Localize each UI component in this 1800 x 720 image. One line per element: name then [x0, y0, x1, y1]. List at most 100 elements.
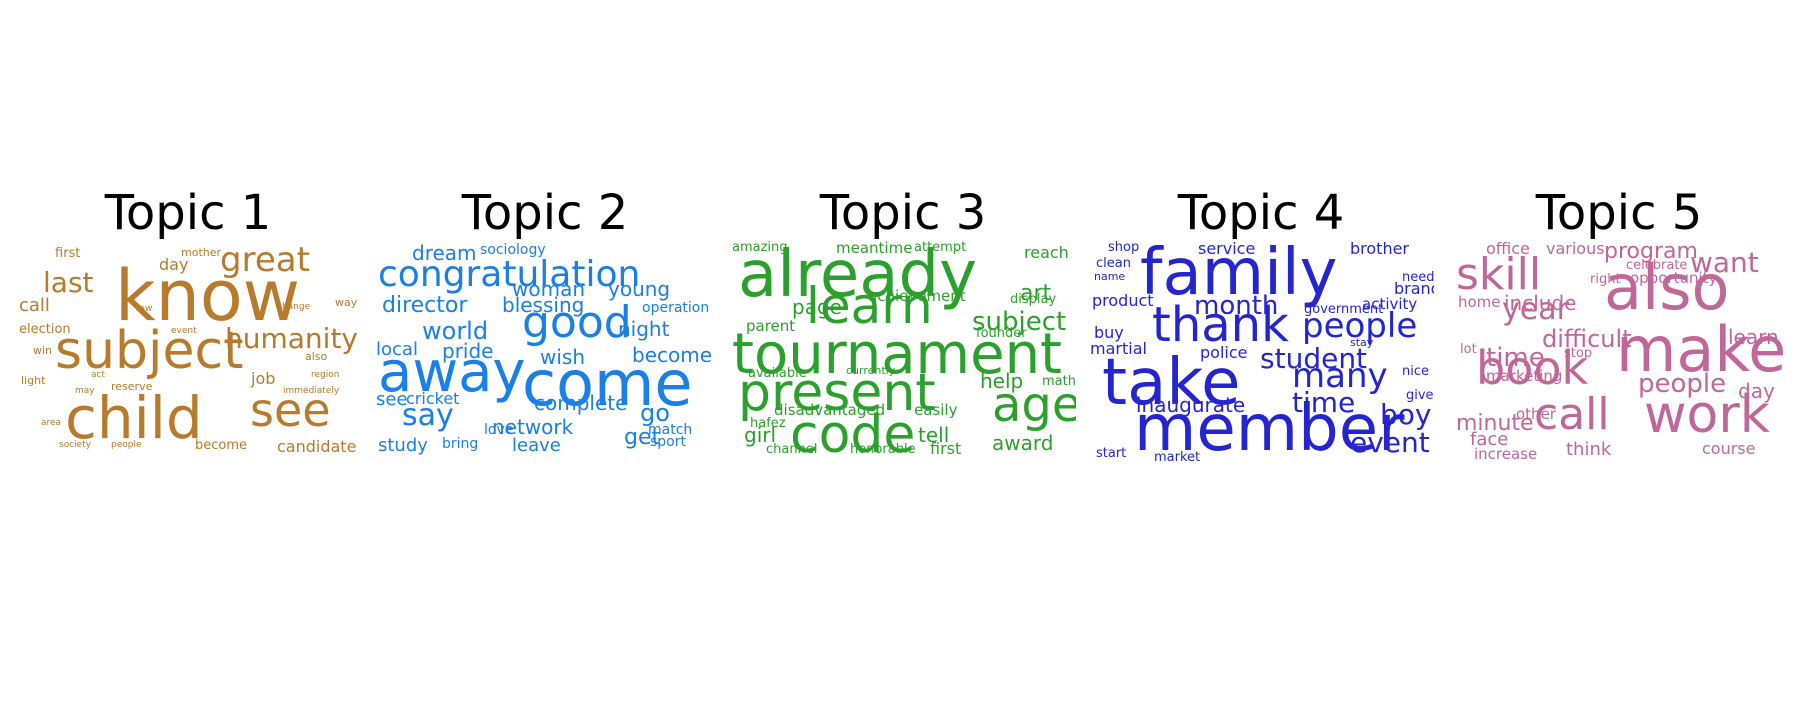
- cloud-word: leave: [512, 435, 561, 456]
- cloud-word: office: [1486, 241, 1530, 258]
- cloud-word: code: [790, 405, 916, 465]
- cloud-word: job: [251, 369, 276, 388]
- cloud-word: disadvantaged: [774, 401, 886, 419]
- cloud-word: award: [992, 431, 1054, 455]
- cloud-word: inaugurate: [1136, 393, 1246, 417]
- cloud-word: give: [1406, 388, 1434, 403]
- cloud-word: complete: [534, 391, 628, 415]
- cloud-word: become: [632, 343, 713, 367]
- cloud-word: start: [1096, 446, 1127, 461]
- cloud-word: difficult: [1542, 325, 1632, 353]
- cloud-word: buy: [1094, 323, 1124, 342]
- cloud-word: currently: [846, 364, 896, 377]
- cloud-word: course: [1702, 439, 1756, 458]
- cloud-word: good: [522, 297, 632, 348]
- cloud-word: amazing: [732, 241, 788, 255]
- cloud-word: book: [1476, 341, 1589, 395]
- cloud-word: reserve: [111, 380, 153, 393]
- cloud-word: see: [250, 383, 331, 437]
- cloud-word: light: [21, 374, 46, 387]
- cloud-word: local: [376, 339, 418, 360]
- panel-title: Topic 4: [1177, 185, 1345, 241]
- cloud-word: make: [1616, 313, 1787, 386]
- cloud-word: right: [1590, 272, 1621, 287]
- cloud-word: minute: [1456, 411, 1534, 436]
- cloud-word: tell: [918, 423, 950, 447]
- cloud-word: art: [1020, 281, 1052, 306]
- cloud-word: event: [171, 326, 197, 336]
- cloud-word: government: [1304, 302, 1384, 317]
- cloud-word: humanity: [225, 322, 358, 355]
- cloud-word: meantime: [836, 241, 913, 257]
- cloud-word: achievement: [868, 287, 966, 305]
- cloud-word: subject: [55, 321, 244, 381]
- cloud-word: congratulation: [378, 254, 641, 295]
- cloud-word: various: [1546, 241, 1605, 258]
- cloud-word: operation: [642, 300, 710, 316]
- cloud-word: great: [220, 241, 310, 280]
- cloud-word: parent: [746, 317, 796, 335]
- cloud-word: police: [1200, 343, 1248, 362]
- cloud-word: market: [1154, 450, 1201, 465]
- cloud-word: display: [1010, 292, 1057, 307]
- cloud-word: blessing: [502, 293, 585, 317]
- cloud-word: way: [335, 296, 358, 309]
- cloud-word: reach: [1024, 243, 1069, 262]
- cloud-word: martial: [1090, 339, 1147, 358]
- word-cloud: come away congratulation good director blessi…: [372, 241, 718, 495]
- cloud-word: election: [19, 322, 71, 337]
- cloud-word: easily: [914, 401, 958, 419]
- cloud-word: boy: [1380, 398, 1432, 431]
- cloud-word: already: [738, 241, 977, 312]
- cloud-word: product: [1092, 291, 1154, 310]
- cloud-word: area: [41, 418, 62, 428]
- panel-title: Topic 2: [461, 185, 629, 241]
- cloud-word: day: [1738, 379, 1775, 403]
- cloud-word: director: [382, 293, 468, 318]
- word-cloud: also make skill book call work want year difficu…: [1446, 241, 1792, 495]
- cloud-word: help: [980, 369, 1024, 393]
- cloud-word: family: [1140, 241, 1338, 310]
- cloud-word: world: [422, 317, 489, 345]
- cloud-word: page: [792, 295, 842, 319]
- cloud-word: home: [1458, 293, 1501, 311]
- topic-panel: Topic 1 know subject child see great last human…: [15, 185, 361, 495]
- topic-panel: Topic 2 come away congratulation good directo…: [372, 185, 718, 495]
- cloud-word: available: [748, 366, 807, 381]
- cloud-word: network: [492, 415, 574, 439]
- cloud-word: mother: [181, 246, 222, 259]
- cloud-word: clean: [1096, 256, 1131, 271]
- cloud-word: founder: [976, 326, 1027, 341]
- cloud-word: say: [402, 398, 454, 433]
- cloud-word: skill: [1456, 249, 1542, 300]
- cloud-word: learn: [1728, 325, 1779, 349]
- cloud-word: girl: [744, 423, 777, 447]
- cloud-word: away: [378, 340, 526, 405]
- cloud-word: month: [1194, 291, 1279, 321]
- cloud-word: nice: [1402, 364, 1429, 379]
- cloud-word: take: [1102, 346, 1241, 420]
- cloud-word: work: [1644, 385, 1770, 445]
- cloud-word: woman: [512, 277, 586, 301]
- cloud-word: service: [1198, 241, 1256, 258]
- panel-title: Topic 5: [1535, 185, 1703, 241]
- cloud-word: may: [75, 386, 95, 396]
- cloud-word: face: [1470, 429, 1509, 450]
- cloud-word: member: [1134, 392, 1405, 466]
- cloud-word: shop: [1108, 241, 1140, 255]
- cloud-word: day: [159, 255, 189, 274]
- cloud-word: come: [522, 347, 693, 420]
- cloud-word: think: [1566, 439, 1612, 460]
- cloud-word: change: [277, 302, 311, 312]
- cloud-word: brand: [1394, 279, 1434, 298]
- cloud-word: become: [195, 438, 248, 453]
- cloud-word: age: [992, 377, 1076, 433]
- cloud-word: sport: [650, 434, 686, 450]
- topic-panel: Topic 4 family take member thank people month s…: [1088, 185, 1434, 495]
- cloud-word: child: [65, 384, 203, 452]
- cloud-word: first: [55, 246, 81, 261]
- cloud-word: event: [1350, 426, 1430, 459]
- cloud-word: time: [1292, 386, 1356, 419]
- cloud-word: many: [1292, 356, 1388, 396]
